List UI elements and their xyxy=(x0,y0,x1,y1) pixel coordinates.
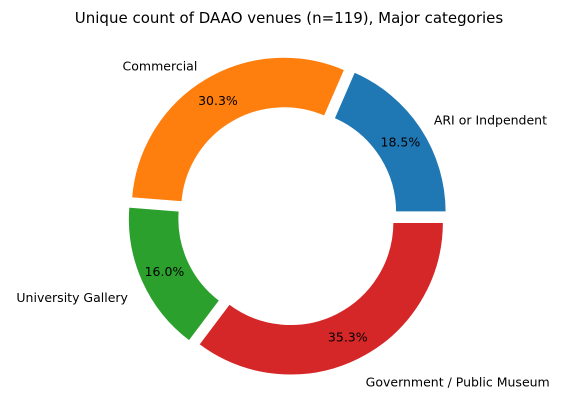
percent-label-ari-or-indpendent: 18.5% xyxy=(381,134,421,149)
percent-label-commercial: 30.3% xyxy=(198,93,238,108)
percent-label-university-gallery: 16.0% xyxy=(145,264,185,279)
category-label-commercial: Commercial xyxy=(123,59,198,74)
category-label-government-public-museum: Government / Public Museum xyxy=(366,375,550,390)
slice-government-public-museum xyxy=(197,221,445,376)
slices-layer xyxy=(127,56,448,376)
category-label-university-gallery: University Gallery xyxy=(16,290,128,305)
category-label-ari-or-indpendent: ARI or Indpendent xyxy=(434,113,547,128)
slice-ari-or-indpendent xyxy=(332,70,448,213)
slice-university-gallery xyxy=(127,206,221,343)
percent-label-government-public-museum: 35.3% xyxy=(328,329,368,344)
chart-title: Unique count of DAAO venues (n=119), Maj… xyxy=(75,9,504,27)
labels-layer: 18.5% ARI or Indpendent 30.3% Commercial 16.… xyxy=(16,59,549,390)
slice-commercial xyxy=(130,56,346,203)
